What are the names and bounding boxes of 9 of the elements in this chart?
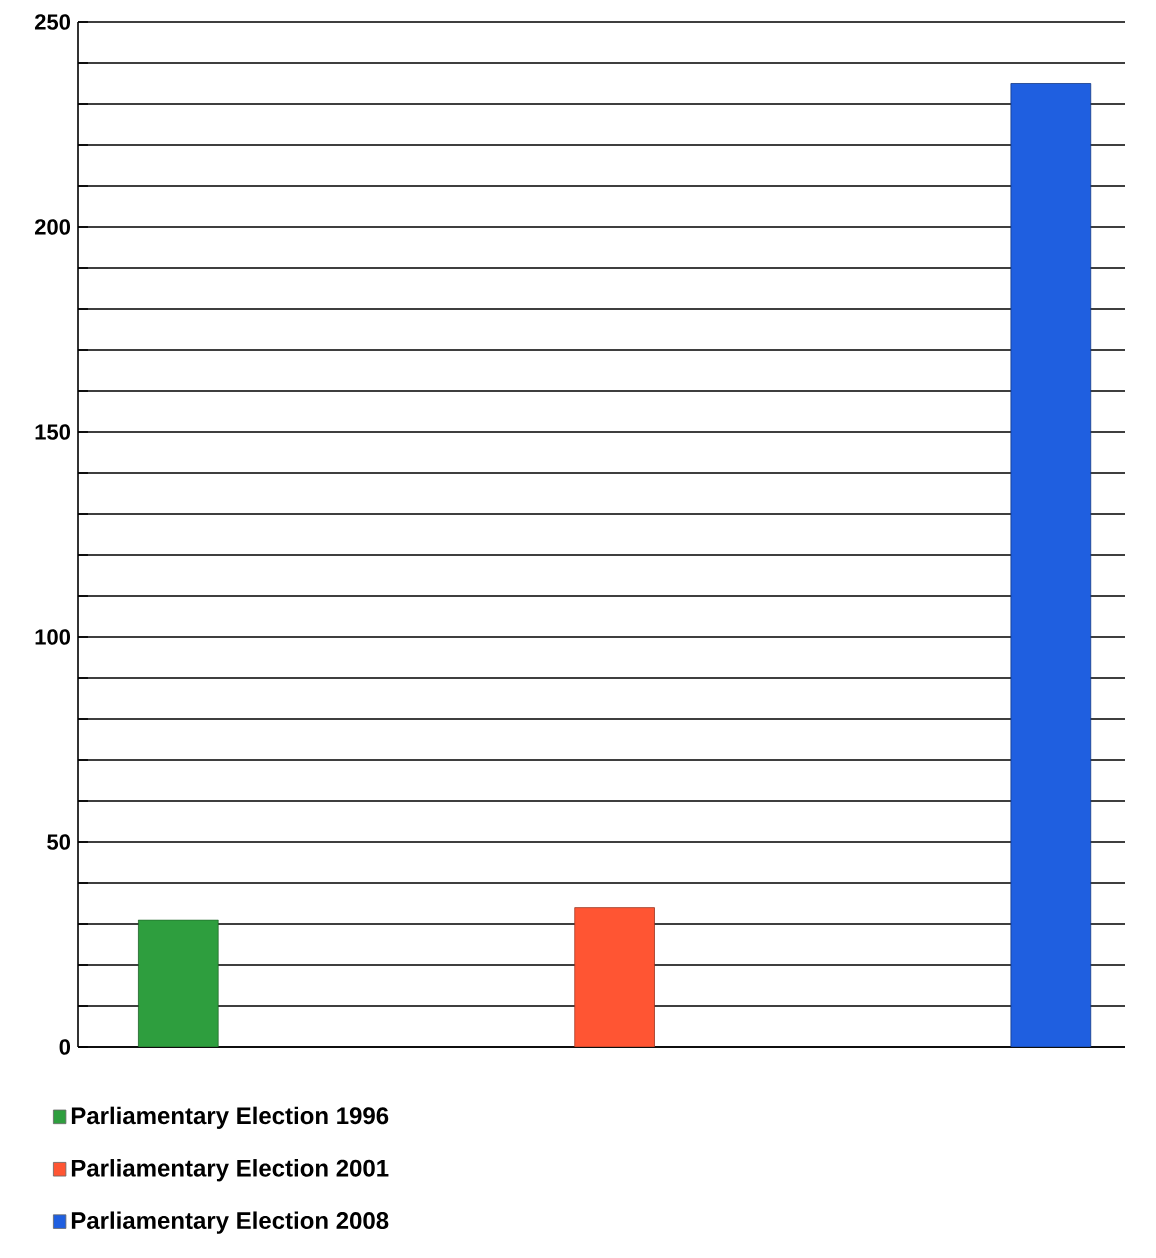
y-tick-label: 0 [59,1039,71,1055]
y-tick-label: 100 [35,629,71,645]
y-tick-label: 200 [34,219,71,235]
y-tick-label: 150 [35,424,71,440]
legend-label: Parliamentary Election 2001 [71,1159,389,1182]
legend-label: Parliamentary Election 1996 [71,1106,389,1130]
legend-label: Parliamentary Election 2008 [71,1211,389,1234]
y-tick-label: 50 [47,834,71,850]
y-tick-label: 250 [34,14,71,30]
